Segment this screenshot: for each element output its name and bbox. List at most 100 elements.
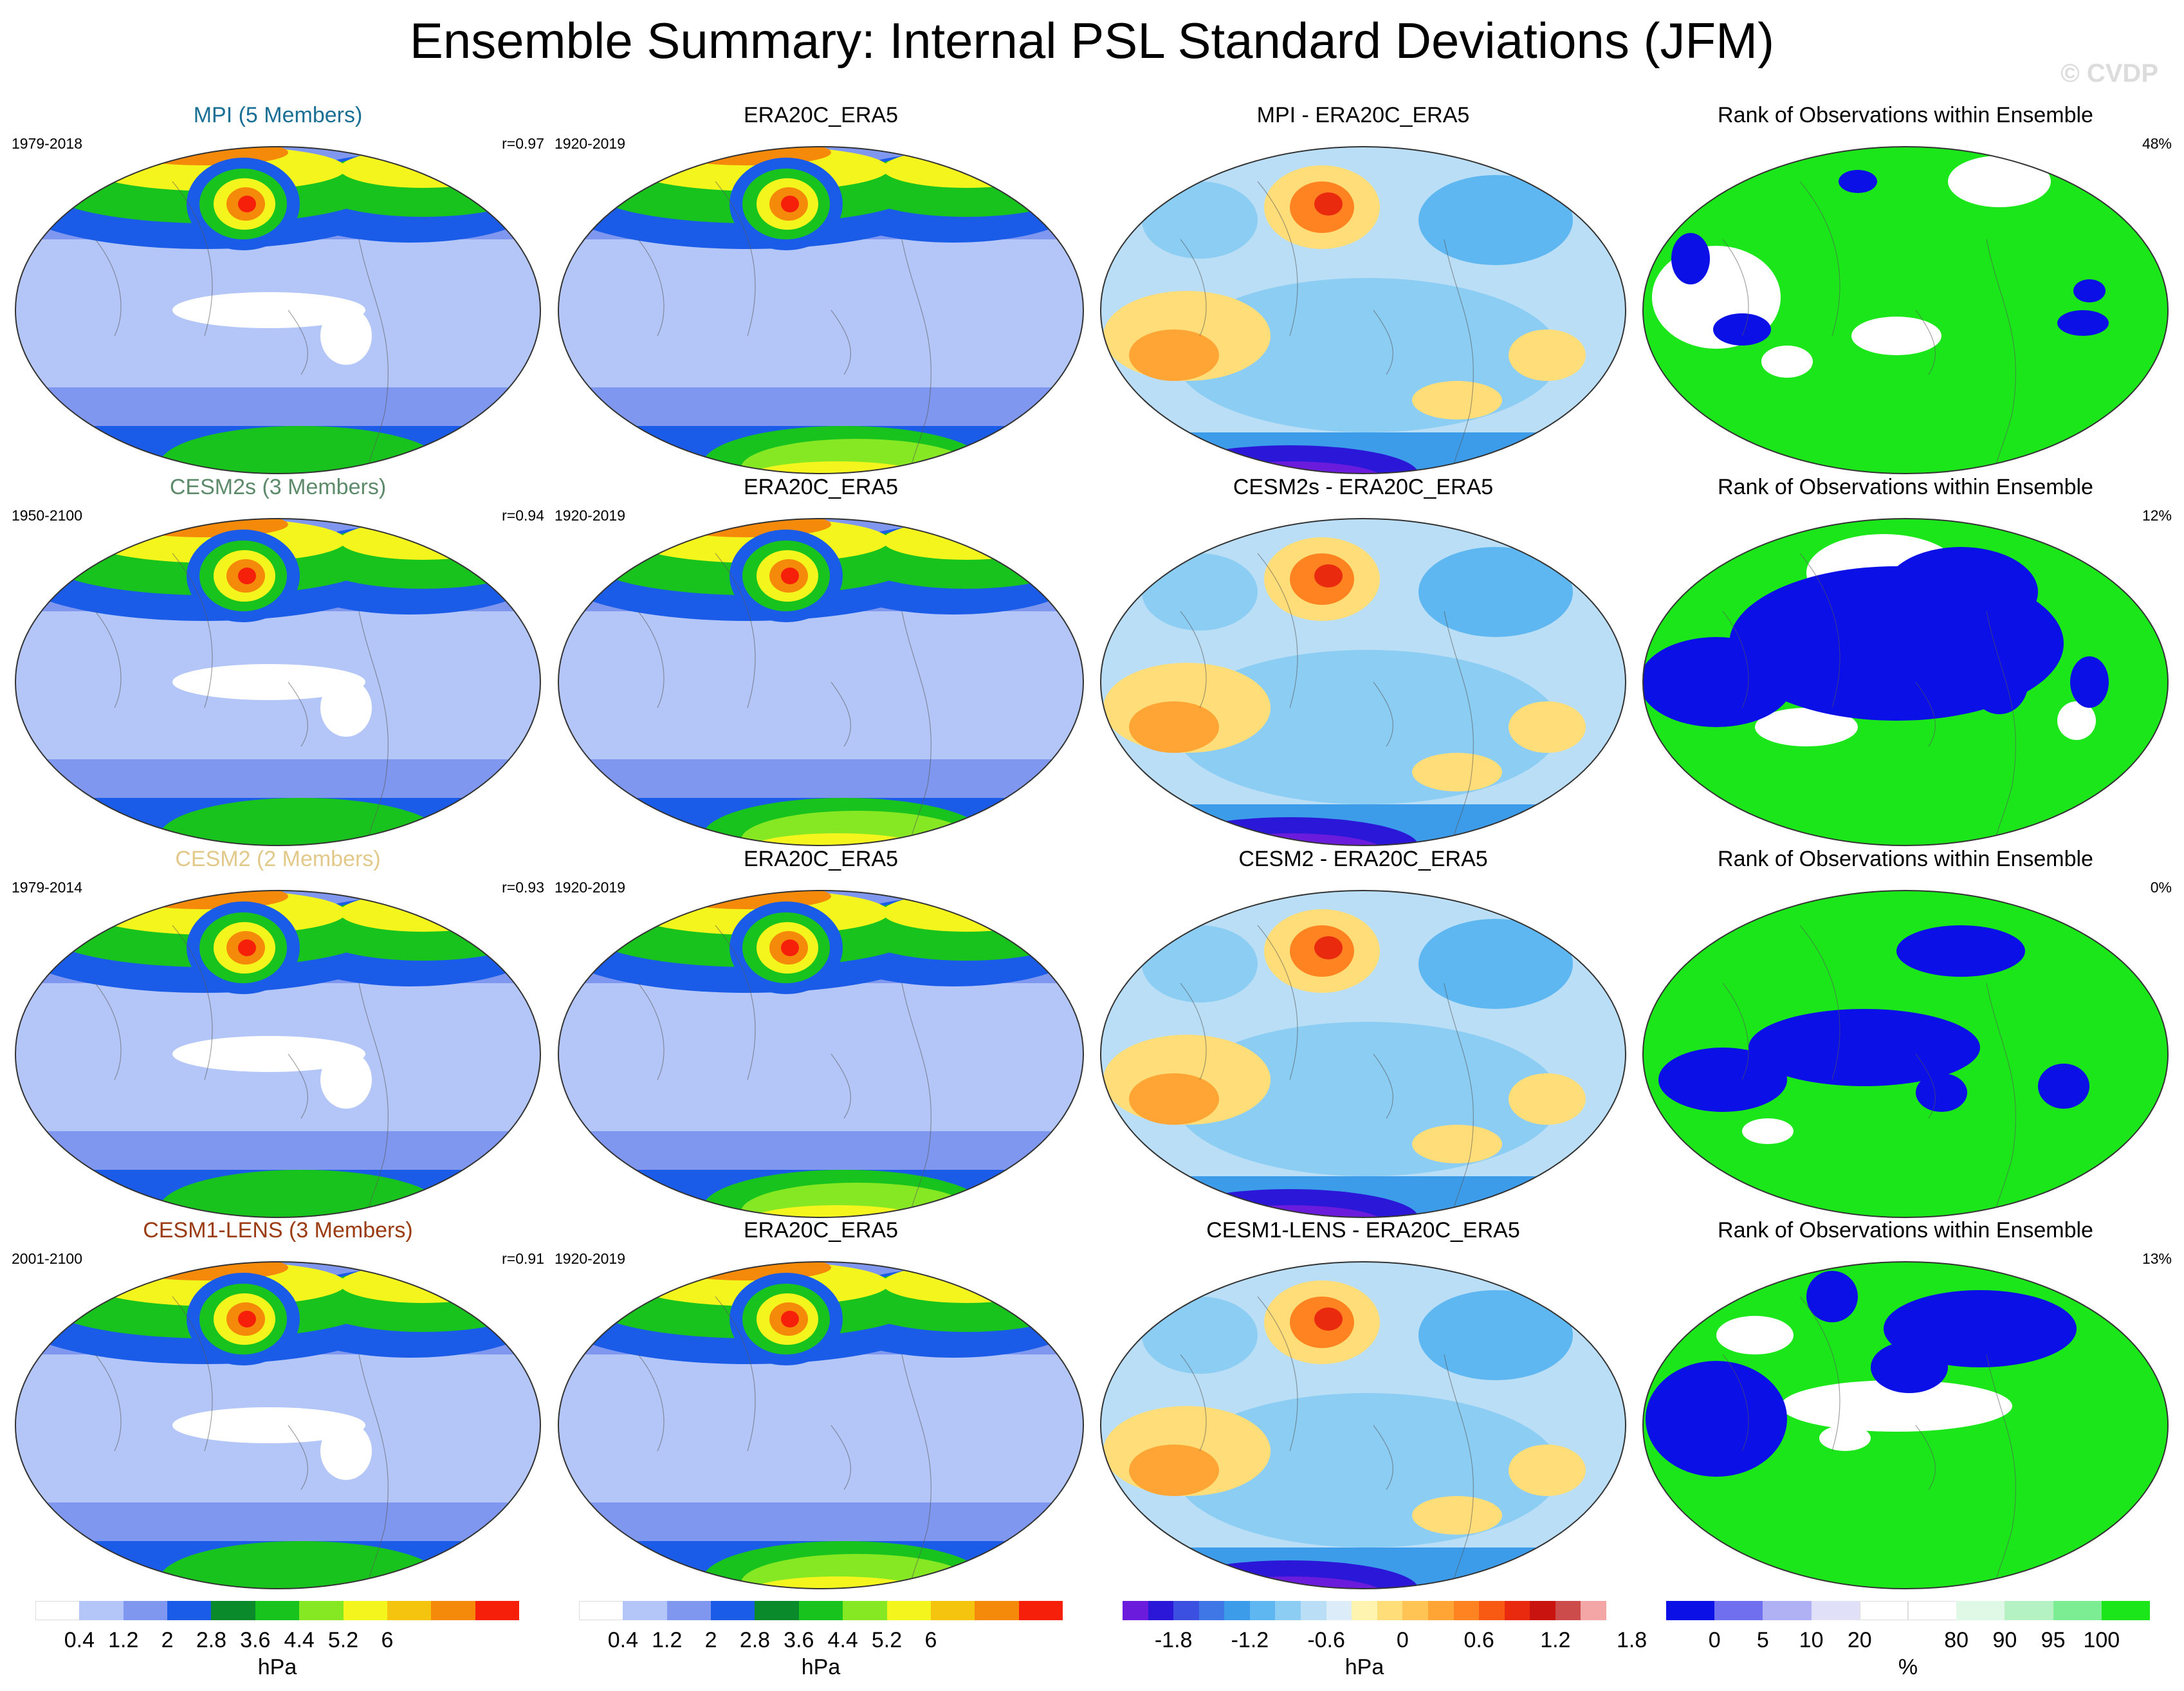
colorbar-swatch [343, 1601, 388, 1620]
colorbar-swatch [1555, 1601, 1581, 1620]
map-field [558, 891, 1083, 1217]
panel-diff: CESM1-LENS - ERA20C_ERA5 [1097, 1218, 1629, 1598]
panel-stat: 12% [2142, 507, 2172, 524]
colorbar-unit: hPa [257, 1655, 297, 1679]
panel-title: CESM2 - ERA20C_ERA5 [1238, 847, 1488, 871]
field-contour [1412, 381, 1502, 420]
panel-title: CESM2s (3 Members) [169, 475, 387, 499]
panel-title: Rank of Observations within Ensemble [1718, 103, 2093, 127]
field-contour [340, 149, 507, 188]
colorbar-swatch [755, 1601, 800, 1620]
field-contour [238, 1311, 256, 1327]
map-outline [15, 518, 541, 846]
field-contour [1839, 170, 1877, 193]
world-map [1100, 146, 1626, 474]
coastline [638, 1296, 932, 1580]
watermark: © CVDP [2060, 59, 2158, 88]
colorbar-swatch [1763, 1601, 1812, 1620]
field-contour [2057, 310, 2109, 336]
world-map [558, 518, 1084, 846]
world-map [1642, 146, 2169, 474]
colorbar-tick-label: 100 [2083, 1628, 2120, 1652]
panel-stat: r=0.91 [502, 1250, 544, 1267]
colorbar-swatch [798, 1601, 843, 1620]
field-contour [1948, 156, 2051, 207]
colorbar-tick-label: -0.6 [1307, 1628, 1345, 1652]
panel-model: CESM2s (3 Members) 1950-2100 r=0.94 [12, 475, 544, 855]
coastline [638, 181, 932, 465]
colorbar-tick-label: 1.2 [652, 1628, 683, 1652]
panel-stat: 48% [2142, 135, 2172, 152]
field-contour [340, 893, 507, 932]
field-contour [1314, 936, 1343, 959]
colorbar-swatch [123, 1601, 168, 1620]
field-contour [1646, 1361, 1787, 1477]
field-contour [172, 1036, 365, 1072]
world-map [1100, 518, 1626, 846]
field-contour [781, 196, 799, 212]
panel-years: 1920-2019 [555, 507, 625, 524]
world-map [1642, 890, 2169, 1218]
map-field [558, 147, 1083, 474]
colorbar-diff: -1.8 -1.2 -0.6 0 0.6 1.2 1.8 hPa [1123, 1601, 1647, 1691]
colorbar-swatch [1504, 1601, 1530, 1620]
colorbar-tick-label: 0.6 [1464, 1628, 1494, 1652]
colorbar-tick-label: 5 [1756, 1628, 1769, 1652]
coastline [1722, 181, 2017, 465]
panel-rank: Rank of Observations within Ensemble 12% [1639, 475, 2172, 855]
world-map [15, 1261, 541, 1589]
field-contour [883, 1264, 1050, 1303]
map-outline [1100, 146, 1626, 474]
colorbar-swatch [1123, 1601, 1149, 1620]
map-outline [558, 890, 1084, 1218]
colorbar-swatch [2101, 1601, 2151, 1620]
page-title: Ensemble Summary: Internal PSL Standard … [409, 12, 1775, 69]
map-outline [15, 1261, 541, 1589]
colorbar-swatch [2053, 1601, 2102, 1620]
field-contour [1742, 1118, 1794, 1144]
panel-rank: Rank of Observations within Ensemble 0% [1639, 847, 2172, 1226]
panel-title: MPI - ERA20C_ERA5 [1256, 103, 1470, 127]
field-contour [1658, 1048, 1787, 1112]
coastline [638, 925, 932, 1209]
map-field [1643, 147, 2168, 474]
panel-title: Rank of Observations within Ensemble [1718, 847, 2093, 871]
panel-years: 2001-2100 [12, 1250, 82, 1267]
coastline [1722, 1296, 2017, 1580]
world-map [1642, 1261, 2169, 1589]
coastline [1722, 553, 2017, 837]
map-field [558, 1262, 1083, 1589]
panel-years: 1920-2019 [555, 1250, 625, 1267]
panel-title: Rank of Observations within Ensemble [1718, 475, 2093, 499]
colorbar-tick-label: 6 [924, 1628, 937, 1652]
field-contour [1970, 650, 2028, 714]
colorbar-swatch [167, 1601, 212, 1620]
map-field [558, 519, 1083, 846]
map-field [1101, 147, 1626, 474]
colorbar-std-model: 0.4 1.2 2 2.8 3.6 4.4 5.2 6 hPa [35, 1601, 520, 1691]
colorbar-tick-label: 2 [161, 1628, 174, 1652]
colorbar-swatch [975, 1601, 1020, 1620]
colorbar-swatch [1581, 1601, 1607, 1620]
field-contour [238, 568, 256, 584]
panel-title: CESM2 (2 Members) [175, 847, 381, 871]
field-contour [160, 1541, 443, 1589]
colorbar-tick-label: 1.8 [1616, 1628, 1647, 1652]
colorbar-tick-label: 0.4 [607, 1628, 638, 1652]
colorbar-swatch [79, 1601, 124, 1620]
field-contour [2038, 1064, 2089, 1109]
panel-stat: 0% [2150, 879, 2172, 896]
map-field [15, 1262, 540, 1589]
field-contour [1884, 547, 2038, 637]
panel-title: ERA20C_ERA5 [743, 847, 898, 871]
field-contour [160, 426, 443, 474]
field-contour [1142, 553, 1258, 631]
panel-model: CESM1-LENS (3 Members) 2001-2100 r=0.91 [12, 1218, 544, 1598]
colorbar-tick-label: 4.4 [284, 1628, 315, 1652]
colorbar-swatch [1811, 1601, 1860, 1620]
colorbar-swatch [387, 1601, 432, 1620]
field-contour [1896, 925, 2025, 977]
colorbar-swatch [1148, 1601, 1174, 1620]
field-contour [781, 568, 799, 584]
colorbar-tick-label: 2 [704, 1628, 717, 1652]
